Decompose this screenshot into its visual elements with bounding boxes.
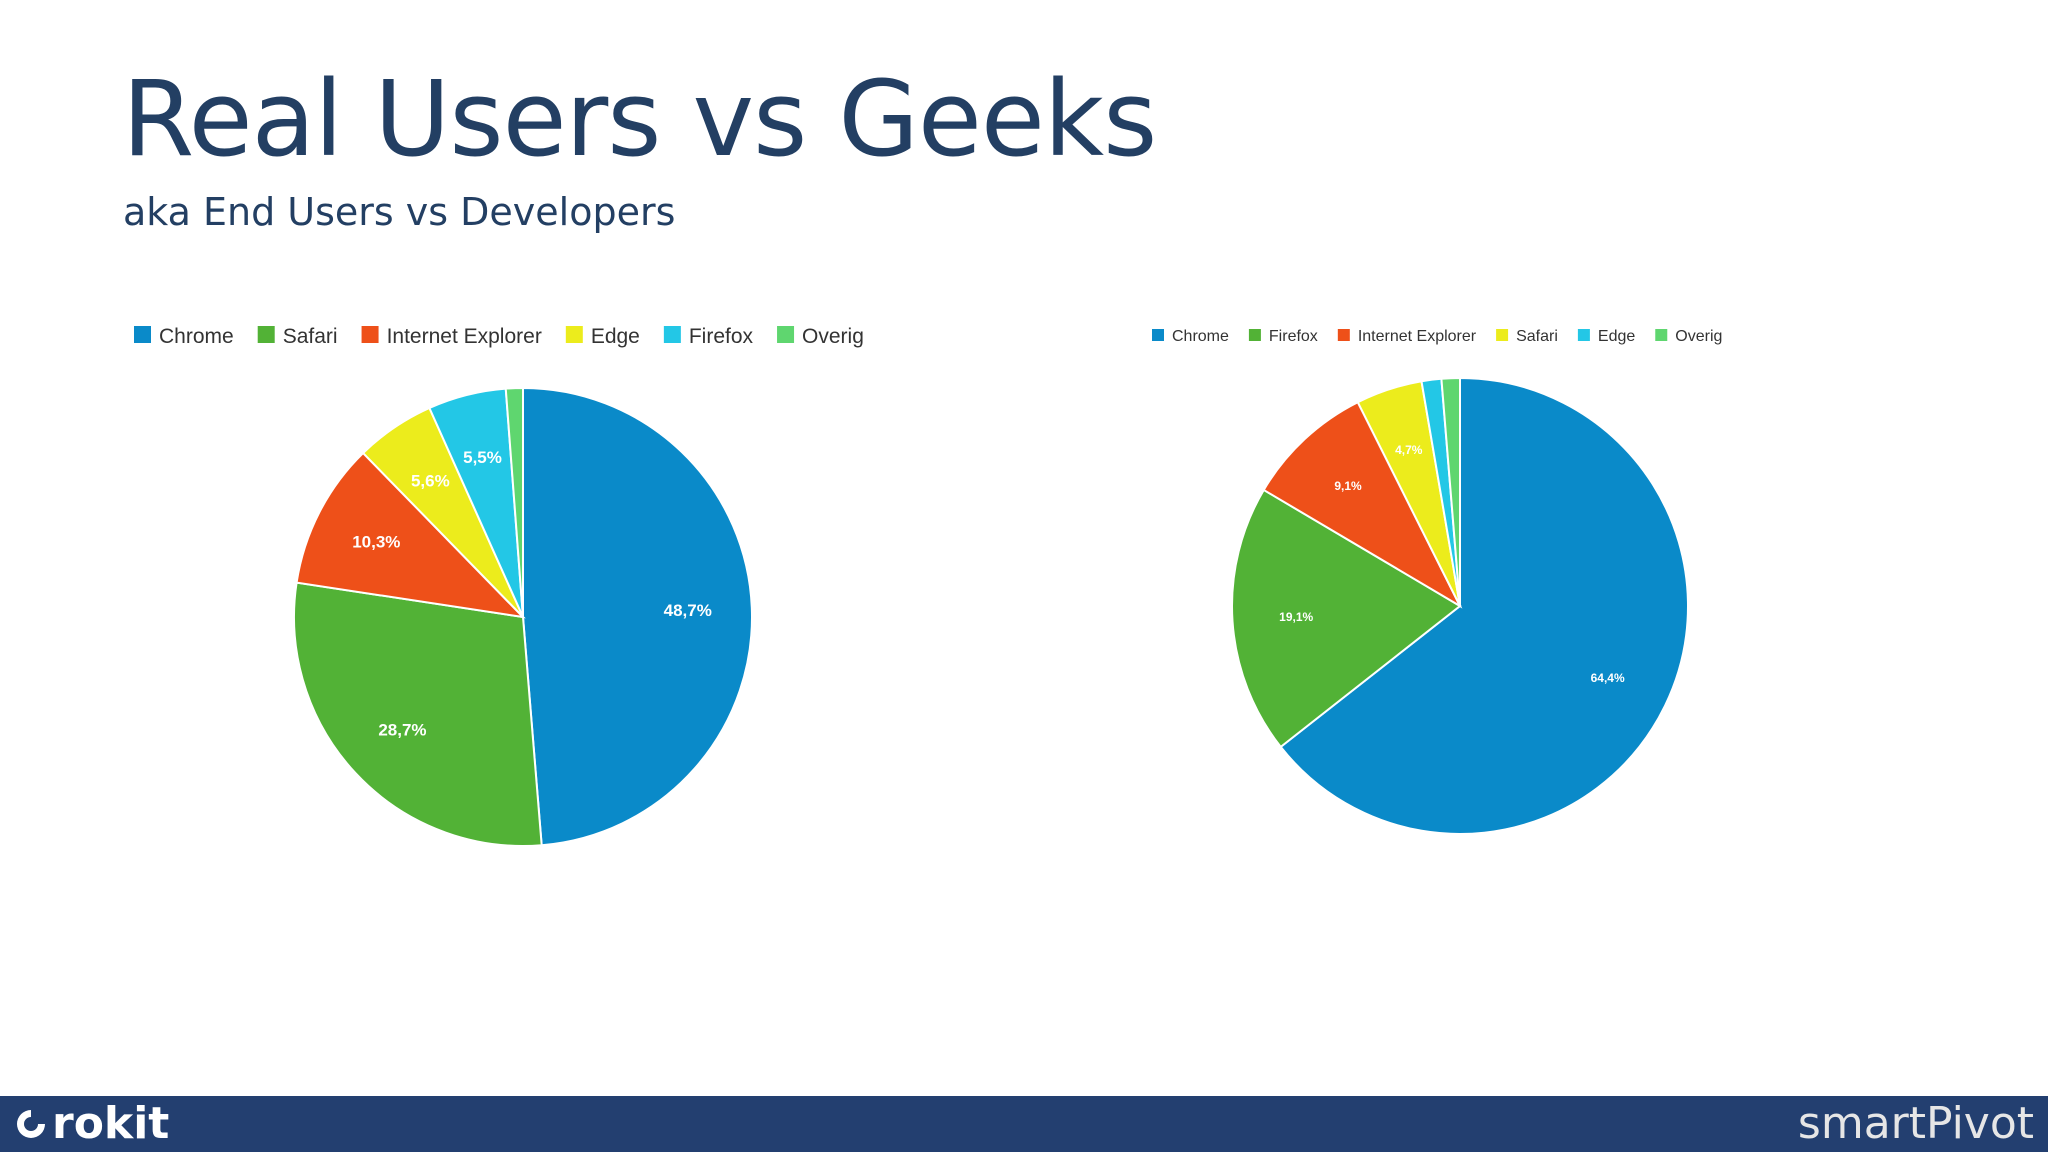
pie-slice-firefox <box>1231 488 1462 749</box>
legend-label-internet-explorer: Internet Explorer <box>387 325 542 348</box>
legend: Chrome Firefox Internet Explorer Safari Edge… <box>1152 328 1722 345</box>
legend-label-chrome: Chrome <box>159 325 234 348</box>
pie-slice-overig <box>1440 376 1461 607</box>
pie-slice-chrome <box>522 386 753 847</box>
data-label-chrome: 48,7% <box>664 601 712 620</box>
data-label-internet-explorer: 9,1% <box>1334 479 1362 493</box>
legend-swatch-chrome <box>1152 329 1164 341</box>
pie-slices <box>293 386 753 847</box>
legend-swatch-overig <box>777 326 795 343</box>
rokit-swirl-icon <box>17 1110 45 1138</box>
data-label-firefox: 19,1% <box>1279 610 1313 624</box>
legend-swatch-internet-explorer <box>361 326 379 343</box>
legend-label-edge: Edge <box>591 325 640 348</box>
slide-subtitle: aka End Users vs Developers <box>123 190 676 234</box>
pie-slice-internet-explorer <box>295 451 526 619</box>
pie-chart-developers: Chrome Firefox Internet Explorer Safari Edge… <box>1152 328 1722 835</box>
footer-bar: rokit smartPivot <box>0 1096 2048 1152</box>
rokit-brand-text: rokit <box>52 1098 170 1149</box>
legend-swatch-firefox <box>1248 329 1261 341</box>
rokit-logo: rokit <box>14 1100 169 1148</box>
legend-swatch-safari <box>1496 329 1509 341</box>
legend-label-safari: Safari <box>283 325 338 348</box>
data-label-edge: 5,6% <box>411 472 450 491</box>
legend-swatch-firefox <box>663 326 681 343</box>
legend-label-overig: Overig <box>1675 328 1722 345</box>
legend-label-edge: Edge <box>1598 328 1635 345</box>
smartpivot-brand: smartPivot <box>1797 1098 2034 1149</box>
slide-title: Real Users vs Geeks <box>122 58 1157 180</box>
data-label-safari: 28,7% <box>378 720 426 739</box>
legend-swatch-safari <box>257 326 275 343</box>
pie-slice-overig <box>504 386 524 618</box>
pie-slice-safari <box>293 581 543 847</box>
pie-slices <box>1231 376 1689 835</box>
legend: Chrome Safari Internet Explorer Edge Firefox… <box>134 325 864 348</box>
legend-label-internet-explorer: Internet Explorer <box>1358 328 1477 345</box>
legend-label-chrome: Chrome <box>1172 328 1229 345</box>
pie-slice-chrome <box>1279 376 1689 835</box>
data-label-safari: 4,7% <box>1395 443 1423 457</box>
pie-chart-end-users: Chrome Safari Internet Explorer Edge Firefox… <box>134 325 864 847</box>
legend-swatch-chrome <box>134 326 151 343</box>
legend-swatch-overig <box>1655 329 1668 341</box>
data-label-firefox: 5,5% <box>463 448 502 467</box>
legend-swatch-internet-explorer <box>1337 329 1350 341</box>
legend-swatch-edge <box>565 326 583 343</box>
legend-label-safari: Safari <box>1516 328 1558 345</box>
pie-slice-internet-explorer <box>1262 400 1463 609</box>
data-label-chrome: 64,4% <box>1591 671 1625 685</box>
legend-swatch-edge <box>1577 329 1590 341</box>
legend-label-firefox: Firefox <box>1269 328 1318 345</box>
data-label-internet-explorer: 10,3% <box>352 533 400 552</box>
legend-label-firefox: Firefox <box>689 325 754 348</box>
legend-label-overig: Overig <box>802 325 864 348</box>
